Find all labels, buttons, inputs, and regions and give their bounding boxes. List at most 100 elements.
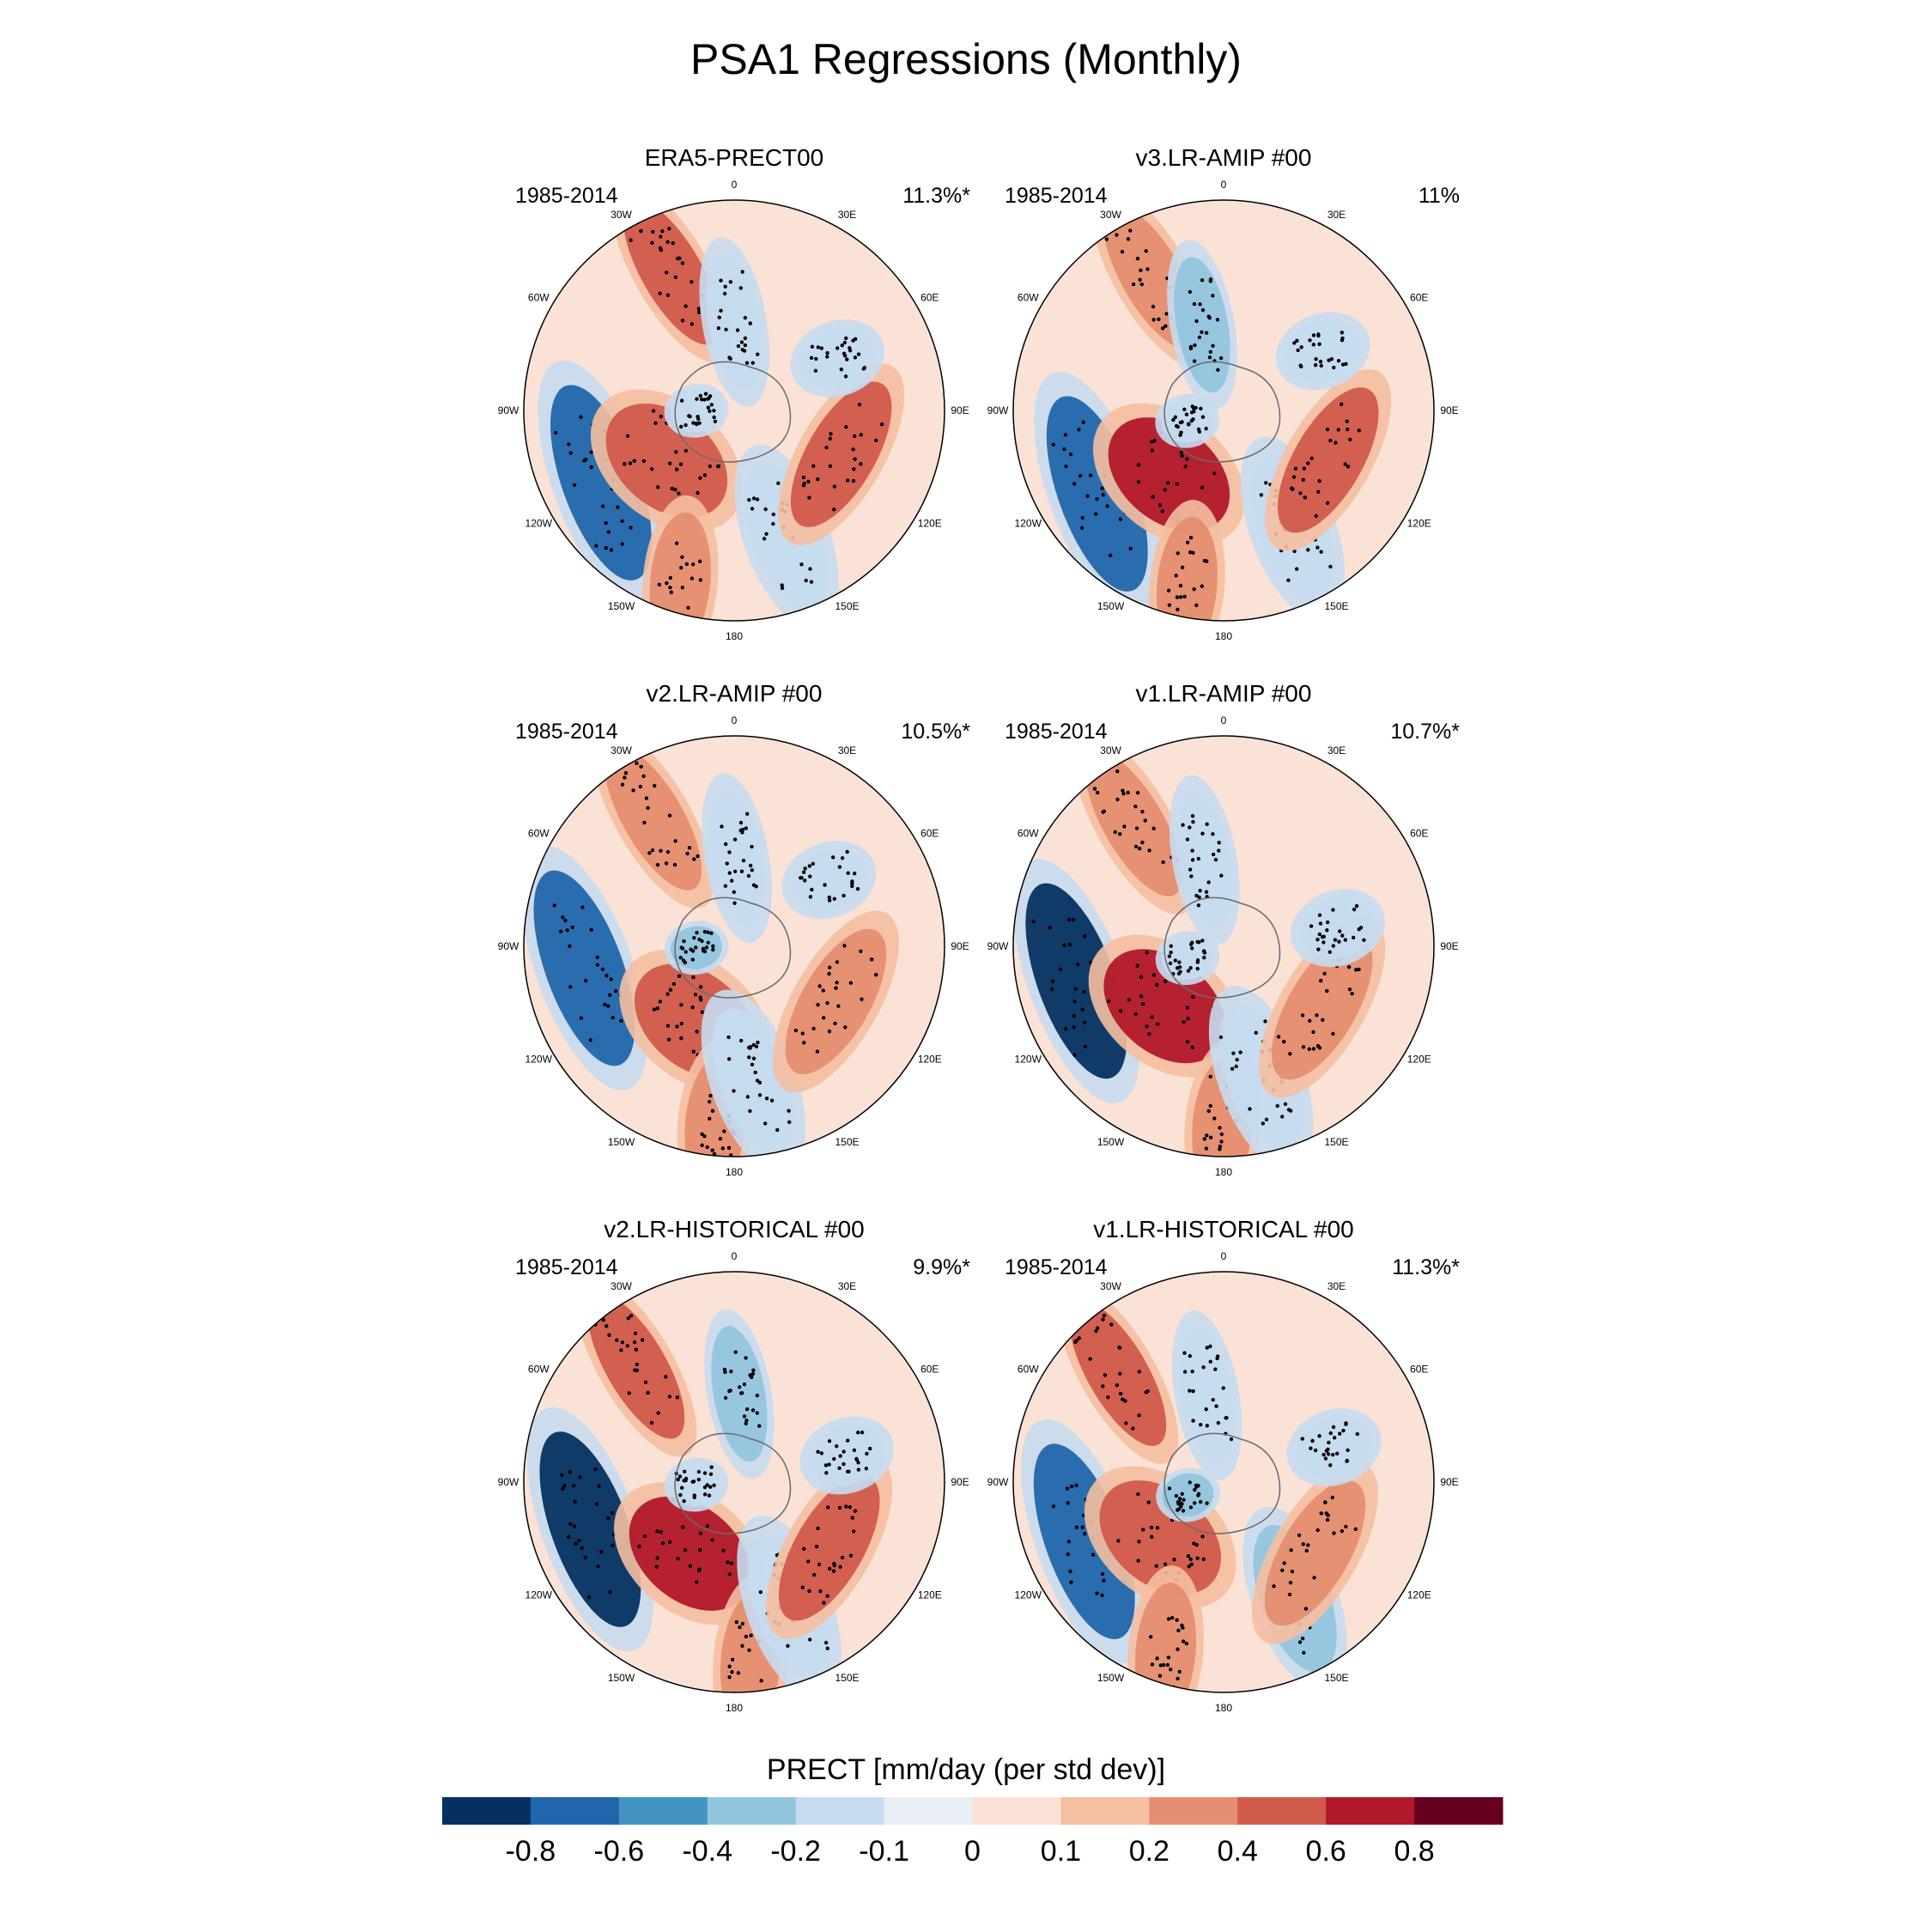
longitude-label: 150W (608, 1672, 635, 1684)
longitude-label: 150W (1097, 1136, 1125, 1148)
anomaly-region (711, 1326, 768, 1462)
colorbar-tick-label: -0.4 (682, 1835, 732, 1868)
longitude-label: 0 (732, 714, 738, 726)
anomaly-region (1264, 1479, 1366, 1626)
colorbar-tick-label: -0.6 (594, 1835, 645, 1868)
longitude-label: 90W (498, 940, 519, 952)
anomaly-region (708, 790, 765, 927)
anomaly-region (1162, 1473, 1214, 1517)
anomaly-region (605, 745, 702, 891)
anomaly-region (1300, 896, 1376, 959)
longitude-label: 30W (1100, 1280, 1121, 1292)
colorbar-swatch (618, 1797, 708, 1825)
panel-years: 1985-2014 (515, 184, 618, 208)
longitude-label: 0 (732, 179, 738, 191)
longitude-label: 90E (951, 940, 969, 952)
map-panel: ERA5-PRECT00 1985-2014 11.3%* 0 30E 60E 90E 120… (485, 144, 1052, 659)
longitude-label: 30E (1327, 209, 1346, 221)
colorbar-swatch (1060, 1797, 1150, 1825)
colorbar-tick-label: -0.2 (770, 1835, 821, 1868)
longitude-label: 90E (951, 1476, 969, 1488)
panel-title: v1.LR-AMIP #00 (1135, 680, 1312, 707)
map-boundary (1012, 735, 1435, 1157)
colorbar-swatch (972, 1797, 1061, 1825)
longitude-label: 30E (1327, 744, 1346, 756)
map-boundary (1012, 199, 1435, 622)
variance-explained: 10.7%* (1390, 720, 1460, 744)
panel-years: 1985-2014 (515, 720, 618, 744)
longitude-label: 120E (918, 1589, 942, 1601)
longitude-label: 60W (528, 828, 550, 840)
longitude-label: 30E (838, 1280, 856, 1292)
longitude-label: 120E (1407, 1054, 1431, 1066)
colorbar-tick-label: 0.8 (1394, 1835, 1434, 1868)
map-panel: v2.LR-AMIP #00 1985-2014 10.5%* 0 30E 60E 90E 1… (485, 680, 1052, 1195)
antarctica-outline (1163, 896, 1281, 999)
longitude-label: 180 (726, 1702, 743, 1714)
colorbar-tick-label: 0.6 (1306, 1835, 1346, 1868)
longitude-label: 120W (1015, 518, 1042, 530)
longitude-label: 180 (726, 1166, 743, 1178)
variance-explained: 9.9%* (913, 1255, 970, 1279)
map-boundary (523, 199, 945, 622)
longitude-label: 150E (1324, 600, 1348, 612)
longitude-label: 150E (1324, 1136, 1348, 1148)
longitude-label: 180 (1215, 1166, 1232, 1178)
longitude-label: 120W (1015, 1589, 1042, 1601)
map-panel: v1.LR-AMIP #00 1985-2014 10.7%* 0 30E 60E 90E 1… (975, 680, 1541, 1195)
longitude-label: 150W (1097, 600, 1125, 612)
longitude-label: 180 (726, 630, 743, 642)
longitude-label: 150E (835, 1672, 859, 1684)
longitude-label: 150W (1097, 1672, 1125, 1684)
map-panel: v3.LR-AMIP #00 1985-2014 11% 0 30E 60E 90E 120E… (975, 144, 1541, 659)
map-panel: v2.LR-HISTORICAL #00 1985-2014 9.9%* 0 30E 60… (485, 1216, 1052, 1731)
variance-explained: 11% (1418, 184, 1460, 208)
longitude-label: 150W (608, 600, 635, 612)
panel-title: v3.LR-AMIP #00 (1135, 144, 1312, 171)
anomaly-region (1277, 387, 1379, 533)
panel-years: 1985-2014 (1005, 184, 1108, 208)
colorbar-swatch (707, 1797, 797, 1825)
polar-map: 0 30E 60E 90E 120E 150E 180 150W 120W 90W 60W 30W (498, 714, 969, 1178)
anomaly-region (1069, 1301, 1167, 1446)
longitude-label: 60E (920, 292, 939, 304)
longitude-label: 120W (526, 518, 553, 530)
longitude-label: 60E (920, 828, 939, 840)
panel-title: v2.LR-AMIP #00 (646, 680, 823, 707)
anomaly-region (1033, 1443, 1135, 1640)
anomaly-region (587, 1294, 685, 1439)
longitude-label: 90E (1440, 404, 1458, 416)
colorbar-swatch (795, 1797, 885, 1825)
anomaly-region (1271, 933, 1373, 1080)
panel-years: 1985-2014 (1005, 1255, 1108, 1279)
longitude-label: 60W (528, 1364, 550, 1376)
anomaly-region (1046, 396, 1148, 592)
longitude-label: 180 (1215, 1702, 1232, 1714)
colorbar-swatch (442, 1797, 532, 1825)
longitude-label: 120E (918, 1054, 942, 1066)
longitude-label: 120W (526, 1589, 553, 1601)
polar-map: 0 30E 60E 90E 120E 150E 180 150W 120W 90W 60W 30W (987, 1250, 1459, 1714)
longitude-label: 30W (611, 744, 632, 756)
longitude-label: 0 (1221, 714, 1227, 726)
panel-years: 1985-2014 (1005, 720, 1108, 744)
anomaly-region (1085, 751, 1182, 896)
polar-map: 0 30E 60E 90E 120E 150E 180 150W 120W 90W 60W 30W (987, 179, 1459, 642)
longitude-label: 30E (838, 209, 856, 221)
longitude-label: 30W (1100, 209, 1121, 221)
anomaly-region (1178, 1327, 1236, 1463)
antarctica-outline (674, 1432, 792, 1534)
longitude-label: 150E (835, 1136, 859, 1148)
longitude-label: 0 (1221, 179, 1227, 191)
longitude-label: 90E (1440, 1476, 1458, 1488)
anomaly-region (809, 1424, 885, 1487)
colorbar-tick-label: 0.1 (1041, 1835, 1081, 1868)
colorbar-tick-label: 0 (964, 1835, 981, 1868)
map-boundary (523, 1271, 945, 1693)
antarctica-outline (1163, 1432, 1281, 1534)
anomaly-region (790, 381, 892, 527)
panel-title: ERA5-PRECT00 (644, 144, 824, 171)
longitude-label: 0 (1221, 1250, 1227, 1262)
longitude-label: 60E (1410, 292, 1428, 304)
variance-explained: 11.3%* (1392, 1255, 1460, 1279)
